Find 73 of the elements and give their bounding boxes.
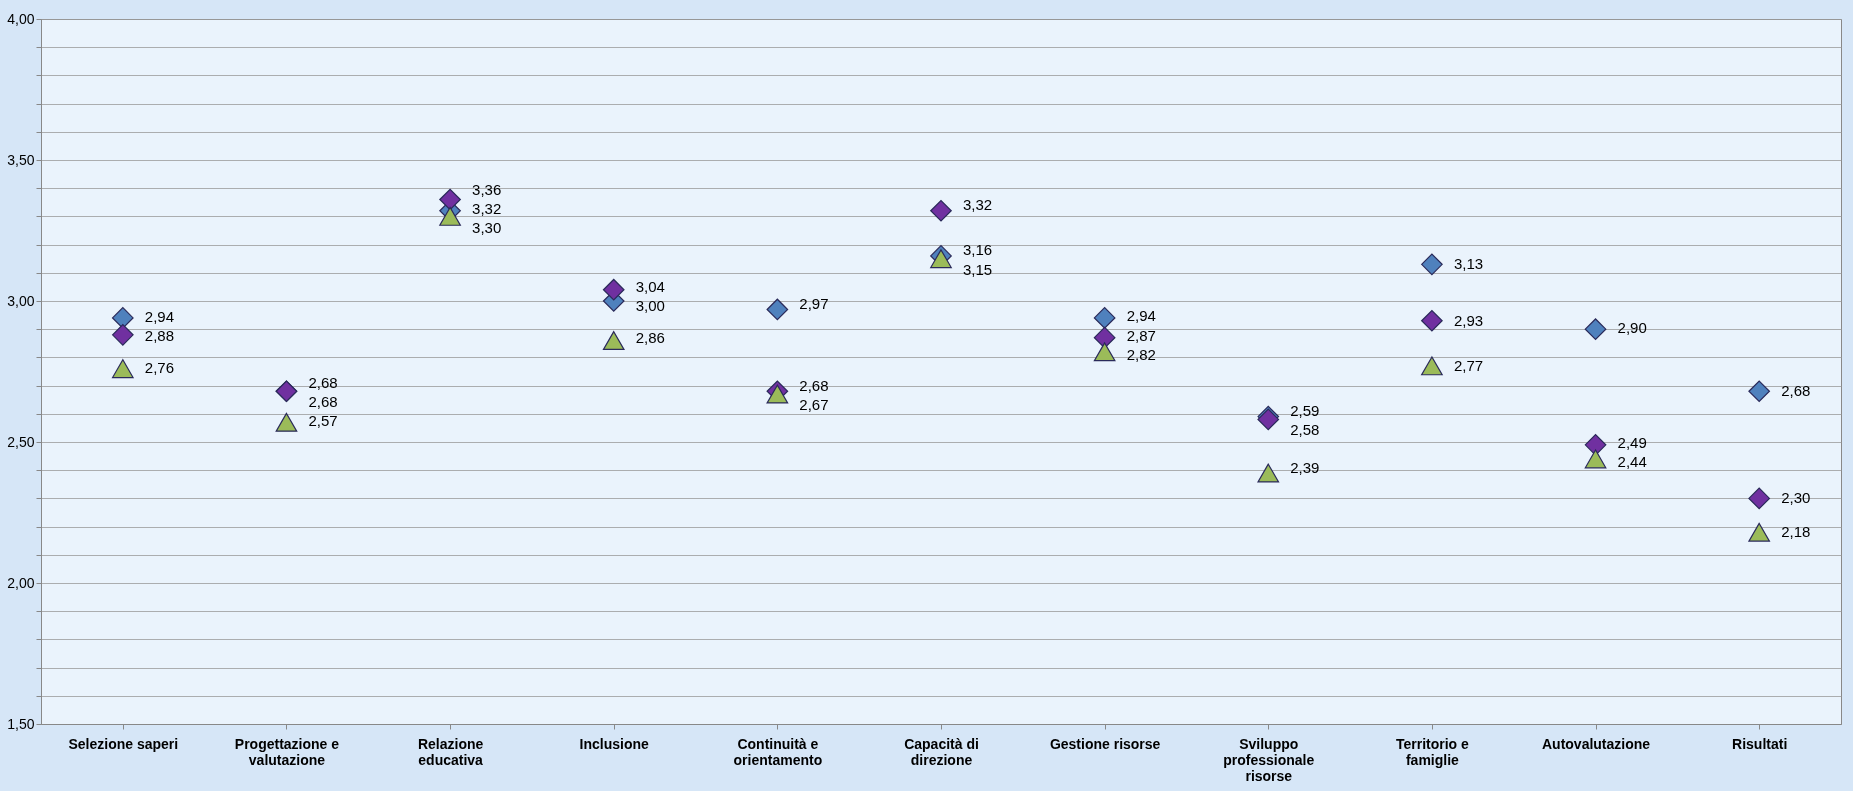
y-tick-label: 2,00 <box>7 574 35 591</box>
data-label: 3,30 <box>472 218 502 236</box>
data-label: 2,39 <box>1290 458 1320 476</box>
data-label: 3,13 <box>1453 255 1484 273</box>
x-tick-label: Autovalutazione <box>1541 735 1651 752</box>
data-label: 2,68 <box>799 376 829 394</box>
x-tick-label: Continuità e orientamento <box>733 735 823 768</box>
point <box>111 359 134 379</box>
y-tick-label: 4,00 <box>7 10 35 27</box>
point <box>766 298 789 321</box>
data-label: 2,97 <box>799 295 829 313</box>
data-label: 3,32 <box>963 196 993 214</box>
point <box>1421 253 1443 276</box>
data-label: 2,94 <box>1126 307 1156 325</box>
data-label: 3,00 <box>635 297 665 315</box>
point <box>1748 522 1771 542</box>
y-tick-label: 3,00 <box>7 292 35 309</box>
point <box>1093 326 1116 349</box>
y-tick-label: 3,50 <box>7 151 35 168</box>
x-tick-label: Capacità di direzione <box>904 735 979 768</box>
point <box>930 199 952 222</box>
point <box>275 412 298 432</box>
point <box>1093 342 1116 362</box>
point <box>439 188 461 211</box>
data-label: 2,30 <box>1781 489 1811 507</box>
data-label: 2,68 <box>308 392 338 410</box>
data-label: 2,59 <box>1290 402 1320 420</box>
x-tick-label: Risultati <box>1732 735 1788 752</box>
y-tick-label: 1,50 <box>7 715 35 732</box>
data-label: 2,44 <box>1617 453 1647 471</box>
point <box>1421 309 1443 332</box>
point <box>602 331 625 350</box>
data-label: 2,57 <box>308 411 338 429</box>
data-label: 2,58 <box>1290 421 1320 439</box>
data-label: 2,94 <box>144 308 175 326</box>
point <box>1748 380 1771 403</box>
data-label: 3,16 <box>963 241 993 259</box>
data-label: 2,76 <box>144 358 175 376</box>
point <box>1257 463 1280 483</box>
data-label: 2,90 <box>1617 318 1647 336</box>
data-label: 2,88 <box>144 327 175 345</box>
point <box>111 323 134 346</box>
x-tick-label: Sviluppo professionale risorse <box>1223 735 1315 784</box>
data-label: 2,82 <box>1126 346 1156 364</box>
data-label: 2,77 <box>1453 356 1484 374</box>
data-label: 2,18 <box>1781 523 1811 541</box>
data-label: 2,68 <box>308 373 338 391</box>
data-label: 3,32 <box>472 199 502 217</box>
point <box>1093 307 1116 329</box>
data-label: 3,36 <box>472 180 502 198</box>
x-tick-label: Gestione risorse <box>1049 735 1161 752</box>
point <box>111 307 134 329</box>
data-label: 2,49 <box>1617 434 1647 452</box>
x-tick-label: Relazione educativa <box>417 735 484 768</box>
data-label: 2,86 <box>635 328 665 346</box>
y-tick-label: 2,50 <box>7 433 35 450</box>
point <box>1584 318 1607 341</box>
point <box>1584 433 1607 456</box>
point <box>1421 356 1443 376</box>
data-label: 3,04 <box>635 278 665 296</box>
data-label: 2,68 <box>1781 382 1811 400</box>
x-tick-label: Progettazione e valutazione <box>234 735 340 768</box>
point <box>1584 449 1607 469</box>
point <box>439 206 461 226</box>
x-tick-label: Inclusione <box>579 735 650 752</box>
x-tick-label: Territorio e famiglie <box>1395 735 1470 768</box>
data-label: 2,93 <box>1453 311 1484 329</box>
data-label: 2,87 <box>1126 327 1156 345</box>
point <box>602 278 625 301</box>
x-tick-label: Selezione saperi <box>68 735 179 752</box>
data-label: 2,67 <box>799 395 829 413</box>
point <box>1748 487 1771 510</box>
data-label: 3,15 <box>963 260 993 278</box>
